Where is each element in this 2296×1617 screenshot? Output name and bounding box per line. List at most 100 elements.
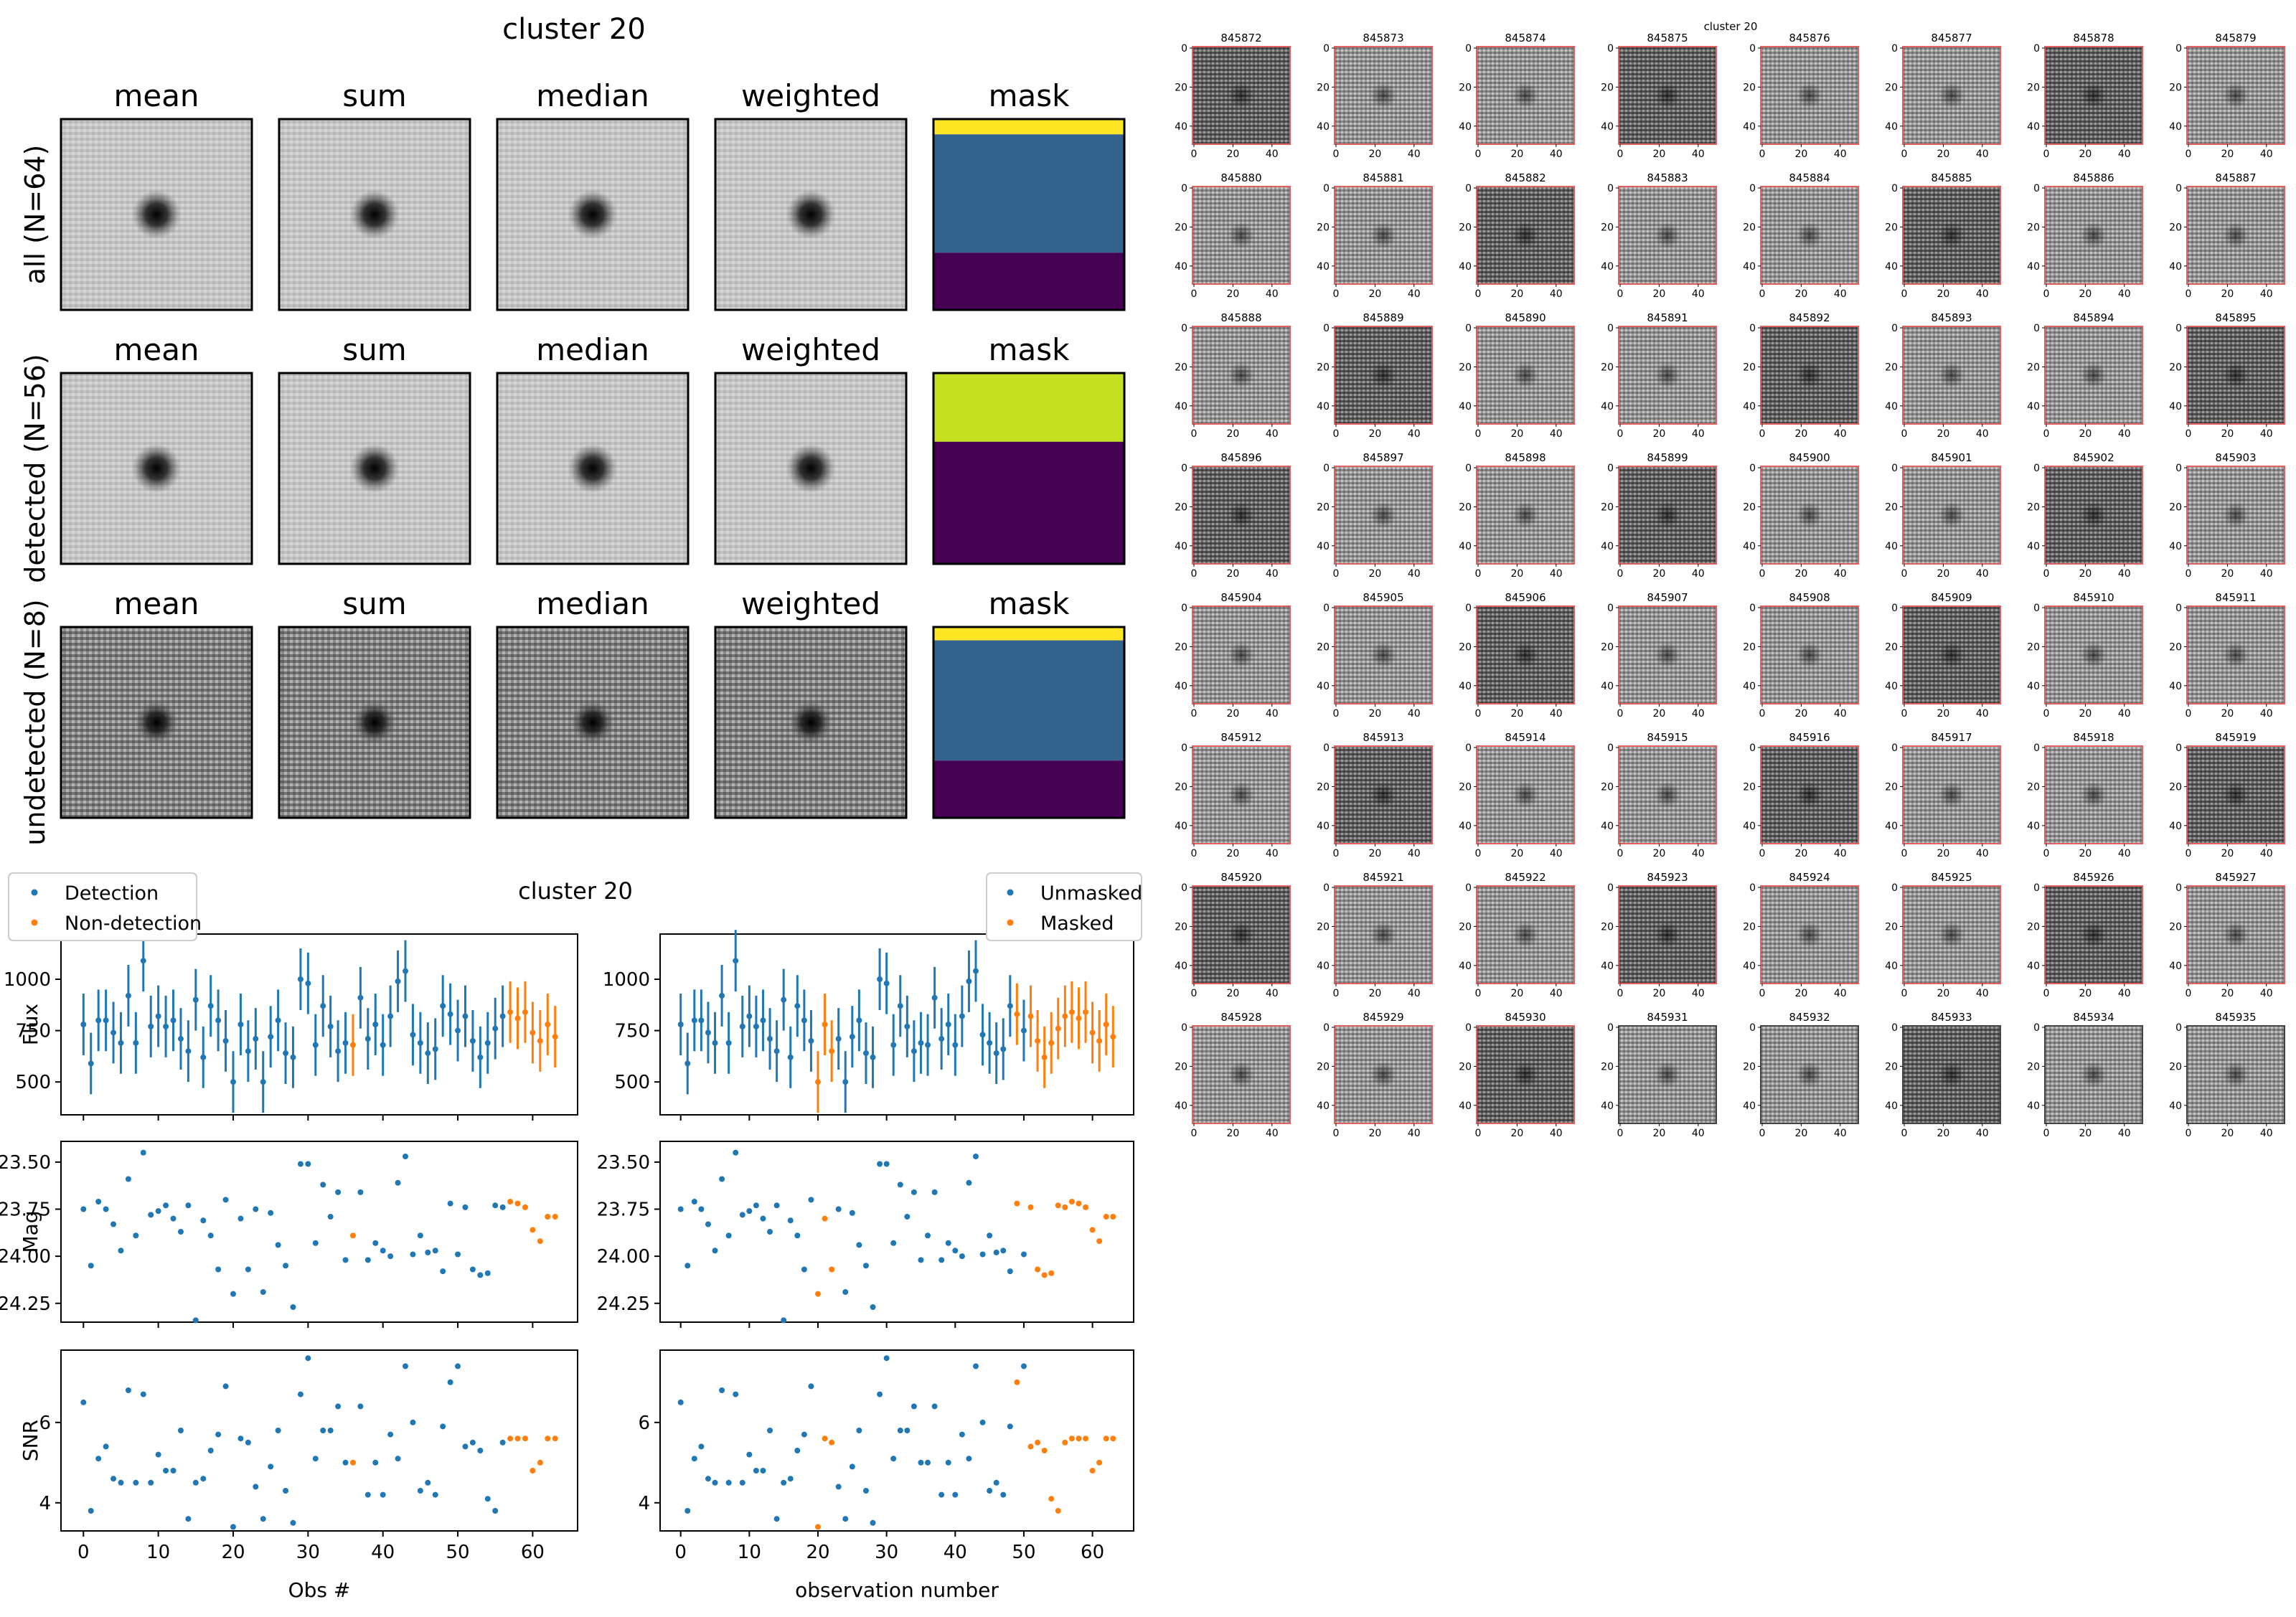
data-point bbox=[320, 1003, 326, 1009]
data-point bbox=[283, 1488, 289, 1494]
cutout-y-tick-label: 0 bbox=[1323, 323, 1330, 334]
cutout-y-tick-label: 40 bbox=[2027, 541, 2040, 552]
cutout-x-tick-label: 20 bbox=[1652, 288, 1665, 300]
data-point bbox=[1062, 1013, 1068, 1019]
cutout-source bbox=[1512, 1062, 1538, 1088]
data-point bbox=[705, 1221, 711, 1227]
cutout-y-tick-label: 0 bbox=[1323, 463, 1330, 474]
cutout-frame bbox=[1760, 605, 1859, 704]
cutout-source bbox=[2081, 362, 2107, 388]
cutout-y-tick-label: 40 bbox=[1459, 961, 1472, 972]
data-point bbox=[725, 1479, 732, 1486]
cutout-frame bbox=[1334, 1025, 1433, 1124]
data-point bbox=[410, 1419, 416, 1425]
cutout-x-tick-label: 20 bbox=[2079, 148, 2092, 160]
data-point bbox=[357, 1403, 364, 1410]
data-point bbox=[931, 1189, 938, 1195]
cutout-x-tick-label: 40 bbox=[1834, 568, 1847, 580]
cutout-y-tick-label: 40 bbox=[1317, 821, 1330, 832]
data-point bbox=[849, 1463, 855, 1470]
cutout-source bbox=[1797, 82, 1822, 108]
data-point bbox=[95, 1017, 102, 1024]
source-blob bbox=[786, 444, 835, 493]
data-point bbox=[425, 1050, 431, 1057]
cutout-id-label: 845901 bbox=[1931, 451, 1972, 464]
x-tick-label: 0 bbox=[674, 1542, 687, 1563]
data-point bbox=[862, 1263, 869, 1269]
data-point bbox=[103, 1206, 109, 1212]
cutout-source bbox=[1512, 362, 1538, 388]
cutout-x-tick-label: 0 bbox=[2186, 568, 2192, 580]
cutout-y-tick-label: 40 bbox=[1175, 681, 1187, 692]
column-title: sum bbox=[342, 586, 406, 621]
y-tick-label: 24.00 bbox=[0, 1246, 51, 1268]
cutout-source bbox=[1512, 782, 1538, 808]
data-point bbox=[237, 1022, 244, 1027]
cutout-x-tick-label: 0 bbox=[1475, 568, 1482, 580]
cutout-frame bbox=[1618, 1025, 1717, 1124]
data-point bbox=[760, 1017, 766, 1024]
data-point bbox=[364, 1257, 371, 1263]
data-point bbox=[849, 1034, 855, 1040]
data-point bbox=[80, 1206, 87, 1212]
data-point bbox=[1096, 1037, 1103, 1044]
cutout-y-tick-label: 20 bbox=[2169, 641, 2182, 653]
cutout-x-tick-label: 20 bbox=[1937, 1128, 1949, 1139]
cutout-y-tick-label: 40 bbox=[1885, 681, 1898, 692]
cutout-id-label: 845877 bbox=[1931, 32, 1972, 44]
data-point bbox=[1055, 1202, 1061, 1209]
cutout-y-tick-label: 20 bbox=[1601, 921, 1614, 933]
cutout-y-tick-label: 20 bbox=[1459, 362, 1472, 373]
cutout-id-label: 845896 bbox=[1220, 451, 1261, 464]
data-point bbox=[222, 1037, 229, 1044]
source-blob bbox=[350, 444, 399, 493]
cutout-y-tick-label: 0 bbox=[1891, 323, 1898, 334]
cutout-id-label: 845929 bbox=[1363, 1011, 1403, 1024]
cutout-frame bbox=[1760, 1025, 1859, 1124]
cutout-source bbox=[1512, 502, 1538, 528]
data-point bbox=[987, 1040, 993, 1046]
data-point bbox=[1014, 1200, 1020, 1207]
cutout-frame bbox=[1192, 1025, 1291, 1124]
cutout-id-label: 845872 bbox=[1220, 32, 1261, 44]
data-point bbox=[979, 1251, 986, 1258]
cutout-source bbox=[1228, 222, 1254, 248]
cutout-y-tick-label: 40 bbox=[1459, 121, 1472, 133]
cutout-id-label: 845881 bbox=[1363, 171, 1403, 184]
cutout-x-tick-label: 0 bbox=[1759, 708, 1766, 720]
data-point bbox=[698, 1206, 705, 1212]
cutout-source bbox=[1512, 222, 1538, 248]
cutout-x-tick-label: 20 bbox=[1510, 428, 1523, 440]
source-blob bbox=[350, 190, 399, 239]
lightcurve-title: cluster 20 bbox=[518, 877, 633, 905]
cutout-frame bbox=[1902, 745, 2001, 844]
cutout-y-tick-label: 0 bbox=[1749, 1022, 1756, 1034]
cutout-y-tick-label: 0 bbox=[2175, 323, 2182, 334]
data-point bbox=[140, 1391, 146, 1397]
data-point bbox=[230, 1291, 236, 1297]
data-point bbox=[342, 1257, 349, 1263]
cutout-y-tick-label: 40 bbox=[2027, 1100, 2040, 1112]
cutout-frame bbox=[1902, 605, 2001, 704]
data-point bbox=[118, 1248, 124, 1254]
data-point bbox=[1000, 1046, 1007, 1052]
data-point bbox=[537, 1459, 543, 1466]
cutout-y-tick-label: 0 bbox=[1181, 183, 1187, 194]
data-point bbox=[904, 1214, 911, 1220]
cutout-x-tick-label: 0 bbox=[1901, 708, 1908, 720]
cutout-source bbox=[1228, 642, 1254, 668]
cutout-y-tick-label: 20 bbox=[1317, 362, 1330, 373]
cutout-x-tick-label: 20 bbox=[1652, 148, 1665, 160]
cutout-y-tick-label: 0 bbox=[1465, 1022, 1472, 1034]
data-point bbox=[1055, 1508, 1061, 1514]
cutout-x-tick-label: 0 bbox=[1759, 988, 1766, 999]
cutout-id-label: 845903 bbox=[2215, 451, 2256, 464]
cutout-x-tick-label: 40 bbox=[1408, 568, 1421, 580]
cutout-y-tick-label: 0 bbox=[1323, 603, 1330, 614]
cutout-x-tick-label: 20 bbox=[1368, 568, 1381, 580]
data-point bbox=[966, 1179, 972, 1186]
cutout-x-tick-label: 20 bbox=[1937, 148, 1949, 160]
column-title: median bbox=[536, 332, 649, 367]
cutout-frame bbox=[2186, 605, 2285, 704]
column-title: weighted bbox=[741, 332, 880, 367]
